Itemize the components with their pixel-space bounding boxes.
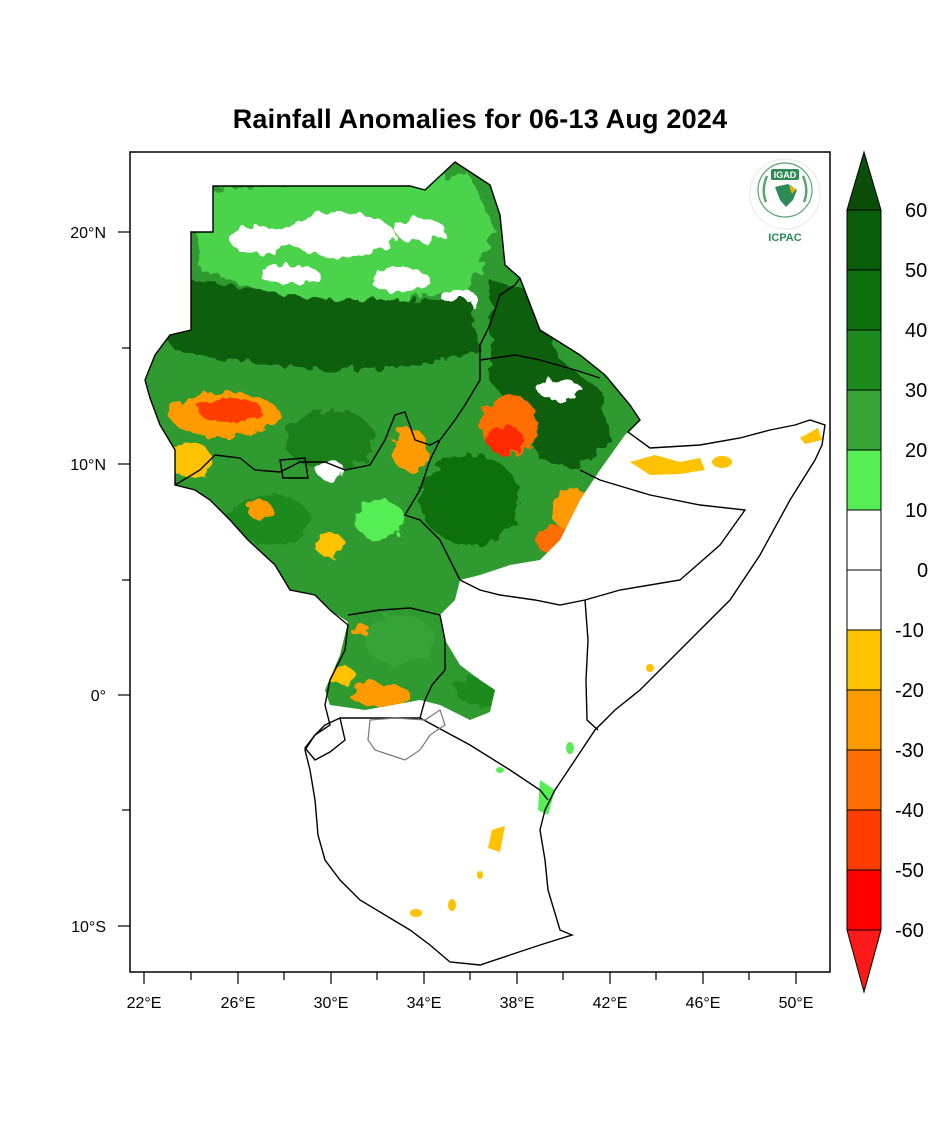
lat-label-10s: 10°S bbox=[71, 919, 106, 936]
colorbar-label-0: 0 bbox=[917, 560, 928, 582]
colorbar-label-40: 40 bbox=[905, 320, 927, 342]
logo-top-text: IGAD bbox=[774, 170, 797, 180]
lon-label-38e: 38°E bbox=[500, 995, 535, 1012]
latitude-labels: 20°N 10°N 0° 10°S bbox=[70, 225, 106, 936]
colorbar bbox=[846, 150, 882, 994]
lat-label-0: 0° bbox=[91, 688, 106, 705]
lat-label-10n: 10°N bbox=[70, 457, 106, 474]
axis-ticks bbox=[118, 231, 797, 984]
colorbar-label-neg40: -40 bbox=[895, 800, 924, 822]
colorbar-label-neg20: -20 bbox=[895, 680, 924, 702]
lon-label-50e: 50°E bbox=[779, 995, 814, 1012]
colorbar-label-neg60: -60 bbox=[895, 920, 924, 942]
lon-label-34e: 34°E bbox=[407, 995, 442, 1012]
colorbar-label-50: 50 bbox=[905, 260, 927, 282]
colorbar-label-60: 60 bbox=[905, 200, 927, 222]
lon-label-26e: 26°E bbox=[221, 995, 256, 1012]
lat-label-20n: 20°N bbox=[70, 225, 106, 242]
map-title: Rainfall Anomalies for 06-13 Aug 2024 bbox=[232, 104, 728, 134]
colorbar-bottom-arrow bbox=[846, 929, 882, 994]
logo-bottom-text: ICPAC bbox=[768, 232, 801, 244]
lon-label-46e: 46°E bbox=[686, 995, 721, 1012]
colorbar-label-20: 20 bbox=[905, 440, 927, 462]
colorbar-top-arrow bbox=[846, 150, 882, 211]
colorbar-label-neg50: -50 bbox=[895, 860, 924, 882]
colorbar-label-neg10: -10 bbox=[895, 620, 924, 642]
isolated-anomaly-patches bbox=[410, 428, 822, 917]
longitude-labels: 22°E 26°E 30°E 34°E 38°E 42°E 46°E 50°E bbox=[127, 995, 814, 1012]
colorbar-label-neg30: -30 bbox=[895, 740, 924, 762]
lon-label-22e: 22°E bbox=[127, 995, 162, 1012]
lon-label-42e: 42°E bbox=[593, 995, 628, 1012]
lake-victoria-outline bbox=[367, 709, 446, 761]
igad-icpac-logo: IGAD ICPAC bbox=[749, 158, 821, 244]
lon-label-30e: 30°E bbox=[314, 995, 349, 1012]
colorbar-labels: 60 50 40 30 20 10 0 -10 -20 -30 -40 -50 … bbox=[895, 200, 928, 942]
colorbar-label-10: 10 bbox=[905, 500, 927, 522]
colorbar-label-30: 30 bbox=[905, 380, 927, 402]
country-borders bbox=[144, 161, 826, 966]
